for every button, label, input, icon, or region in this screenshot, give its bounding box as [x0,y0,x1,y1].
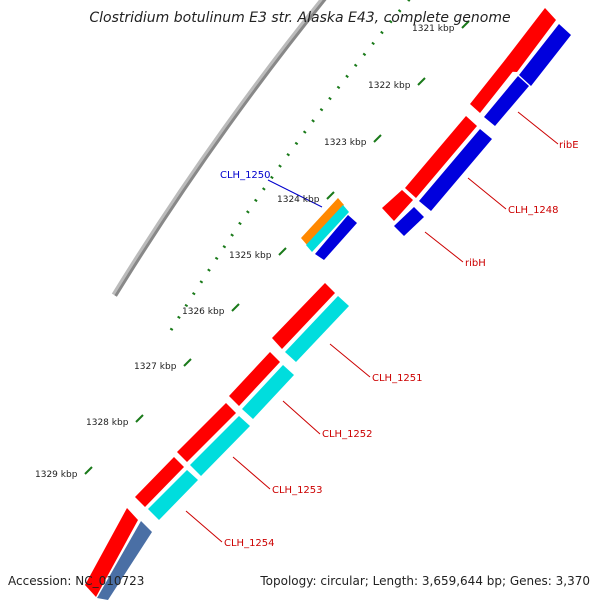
ruler-label: 1329 kbp [35,470,78,480]
label-leader [282,400,321,435]
feature-block [470,60,514,113]
feature-label: CLH_1250 [220,170,271,181]
feature-block-body [229,352,280,406]
backbone-line [114,0,327,297]
feature-block [190,416,250,476]
label-leader [232,456,271,490]
feature-block [484,76,529,126]
feature-block [301,198,344,245]
label-leader [185,510,223,543]
major-tick [461,20,470,29]
feature-block [519,24,571,86]
feature-label: CLH_1254 [224,538,275,549]
feature-block-body [419,129,492,211]
accession-text: Accession: NC_010723 [8,574,145,588]
feature-block [382,190,413,221]
feature-block [306,205,349,252]
feature-block-body [382,190,413,221]
ruler-label: 1328 kbp [86,418,129,428]
feature-block [148,470,198,520]
backbone-outer [111,0,323,296]
minor-tick-ring [169,0,411,331]
major-tick [231,303,240,312]
feature-block [229,352,280,406]
ruler-label: 1321 kbp [412,24,455,34]
feature-block-body [470,60,514,113]
feature-block [242,365,294,419]
feature-block-body [85,508,138,597]
major-tick [326,191,335,200]
feature-block [285,296,349,362]
major-tick [84,466,93,475]
feature-block-body [97,521,152,600]
feature-layer [85,8,571,600]
label-leader [329,343,371,378]
ruler-label: 1322 kbp [368,81,411,91]
feature-block-body [190,416,250,476]
feature-block [85,508,138,597]
feature-label: ribE [559,140,579,151]
feature-block-body [285,296,349,362]
map-title: Clostridium botulinum E3 str. Alaska E43… [89,10,511,26]
feature-block [177,403,236,462]
feature-block-body [501,8,556,72]
label-leader [424,231,464,263]
feature-block-body [405,116,477,198]
major-tick [135,414,144,423]
feature-block-body [394,207,424,236]
label-leader [517,111,559,145]
ruler-label: 1327 kbp [134,362,177,372]
ruler-label: 1326 kbp [182,307,225,317]
ruler-label: 1323 kbp [324,138,367,148]
feature-block [419,129,492,211]
feature-block-body [272,283,335,349]
major-tick [278,247,287,256]
feature-block [97,521,152,600]
feature-block-body [242,365,294,419]
feature-label: CLH_1252 [322,429,373,440]
leader-layer [185,111,559,543]
feature-block-body [315,215,357,260]
feature-block-body [177,403,236,462]
label-leader [267,179,323,208]
ruler-label: 1324 kbp [277,195,320,205]
feature-block [315,215,357,260]
feature-block [394,207,424,236]
major-tick [417,77,426,86]
feature-block-body [484,76,529,126]
major-tick [373,134,382,143]
feature-block [501,8,556,72]
feature-block [405,116,477,198]
feature-label: CLH_1253 [272,485,323,496]
feature-block-body [301,198,344,245]
feature-block-body [306,205,349,252]
label-leader [467,177,507,210]
major-tick [183,358,192,367]
feature-label: ribH [465,258,486,269]
feature-label: CLH_1251 [372,373,423,384]
ruler-label: 1325 kbp [229,251,272,261]
label-layer: 1321 kbp 1322 kbp 1323 kbp 1324 kbp 1325 kbp… [35,24,579,549]
feature-block [135,457,184,507]
tick-layer [84,0,470,475]
feature-block [272,283,335,349]
feature-label: CLH_1248 [508,205,559,216]
feature-block-body [519,24,571,86]
feature-block-body [135,457,184,507]
feature-block-body [148,470,198,520]
genome-summary: Topology: circular; Length: 3,659,644 bp… [260,574,590,588]
backbone-layer [111,0,327,297]
